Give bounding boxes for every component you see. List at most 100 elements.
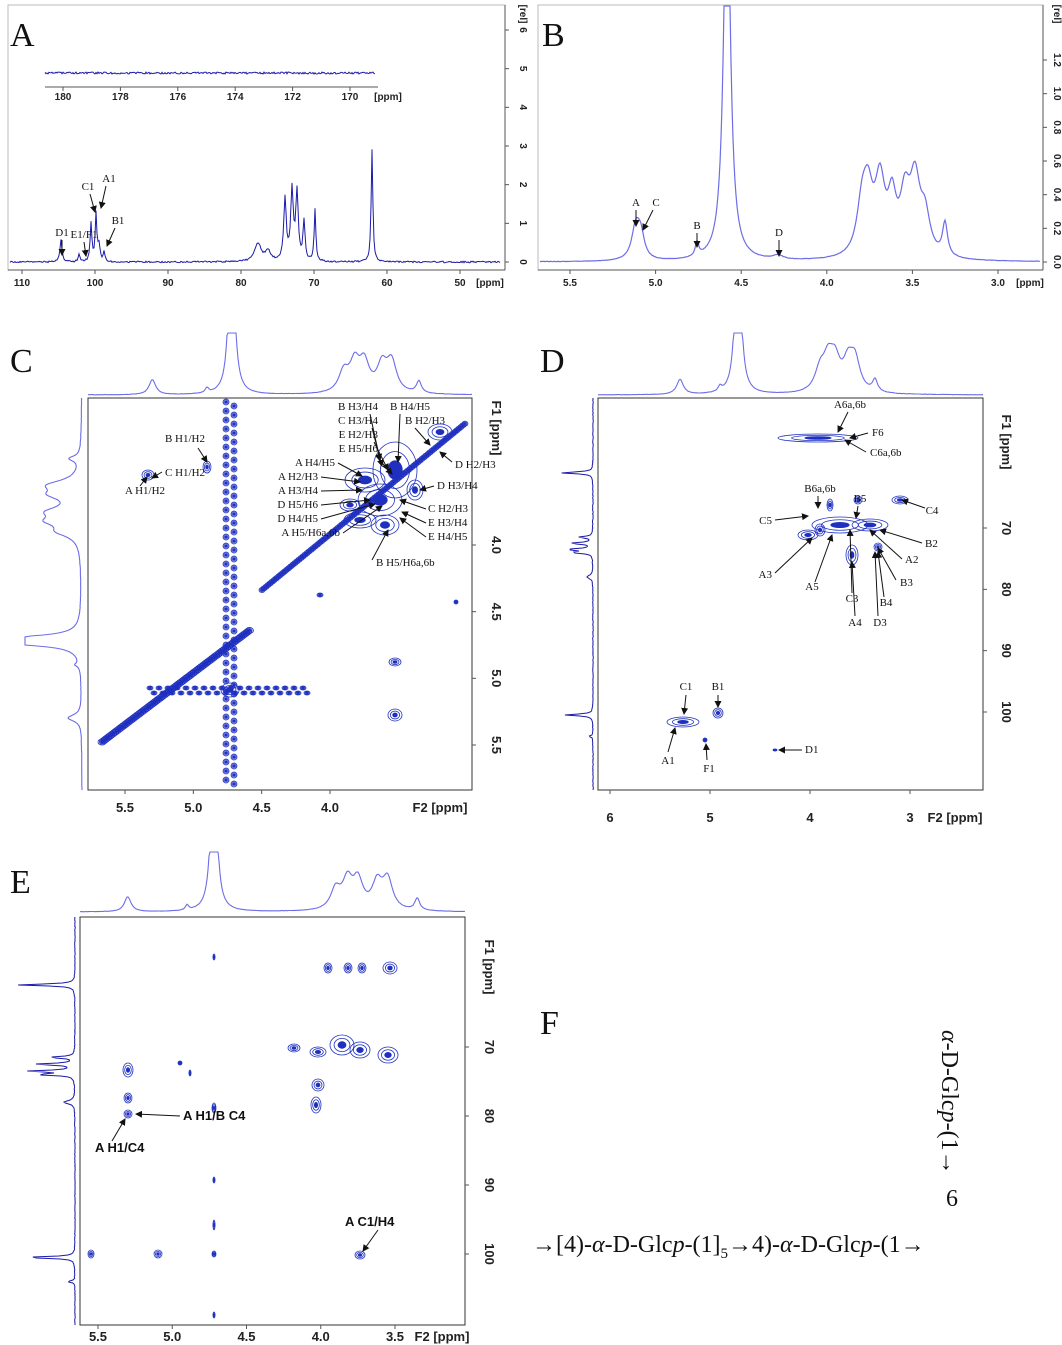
contour xyxy=(323,962,333,974)
contour xyxy=(232,674,236,678)
contour xyxy=(231,718,237,724)
contour xyxy=(223,408,229,414)
contour xyxy=(223,768,229,774)
x-tick-label: 5.0 xyxy=(649,278,663,289)
annotation: D1 xyxy=(55,227,68,239)
contour xyxy=(177,1060,183,1066)
contour xyxy=(222,614,230,622)
contour xyxy=(223,417,229,423)
contour xyxy=(206,691,210,695)
contour xyxy=(238,686,242,690)
contour xyxy=(231,538,237,544)
annotation: C H2/H3 xyxy=(428,503,469,515)
annotation: D3 xyxy=(873,617,887,629)
annotation: B3 xyxy=(900,577,913,589)
contour xyxy=(232,593,236,597)
annotation-arrow xyxy=(419,484,435,492)
annotation-arrow xyxy=(375,455,393,475)
contour xyxy=(260,691,264,695)
contour xyxy=(712,707,724,719)
contour xyxy=(222,704,230,712)
contour xyxy=(703,738,707,742)
contour xyxy=(223,579,229,585)
contour xyxy=(224,535,228,539)
annotation-arrow xyxy=(98,185,107,209)
annotation: A3 xyxy=(759,569,773,581)
contour xyxy=(222,587,230,595)
contour xyxy=(230,474,238,482)
contour xyxy=(666,716,700,728)
contour xyxy=(230,744,238,752)
contour xyxy=(205,464,209,470)
contour xyxy=(272,685,280,691)
annotation: A H4/H5 xyxy=(295,457,336,469)
panel-label: A xyxy=(10,17,35,54)
contour xyxy=(232,575,236,579)
spectrum xyxy=(597,332,984,396)
contour xyxy=(230,411,238,419)
contour xyxy=(267,690,275,696)
contour xyxy=(231,520,237,526)
contour xyxy=(123,1092,133,1104)
contour xyxy=(126,1095,130,1101)
contour xyxy=(231,619,237,625)
contour xyxy=(231,655,237,661)
contour xyxy=(230,672,238,680)
contour xyxy=(863,522,877,528)
contour xyxy=(354,516,366,524)
axis-unit: [rel] xyxy=(1051,5,1062,24)
contour xyxy=(230,528,238,536)
contour xyxy=(223,633,229,639)
contour xyxy=(826,498,834,512)
contour xyxy=(854,496,862,504)
annotation: C H1/H2 xyxy=(165,467,205,479)
contour xyxy=(222,434,230,442)
contour xyxy=(281,685,289,691)
contour xyxy=(287,1043,301,1053)
y-tick-label: 1.2 xyxy=(1051,53,1062,67)
contour xyxy=(299,685,307,691)
contour xyxy=(146,685,154,691)
contour xyxy=(309,1046,327,1058)
contour xyxy=(223,561,229,567)
y-tick-label: 0.4 xyxy=(1051,188,1062,202)
y-tick-label: 4 xyxy=(517,105,528,111)
contour xyxy=(258,690,266,696)
contour xyxy=(222,776,230,784)
contour xyxy=(223,534,229,540)
contour xyxy=(816,525,824,535)
contour xyxy=(232,656,236,660)
contour xyxy=(232,548,236,552)
x-tick-label: 4.5 xyxy=(253,800,271,815)
contour xyxy=(231,601,237,607)
spectrum xyxy=(9,149,501,264)
contour xyxy=(224,472,228,476)
contour xyxy=(324,964,332,972)
contour xyxy=(232,440,236,444)
contour xyxy=(211,1102,217,1114)
annotation-arrow xyxy=(111,1118,126,1142)
contour xyxy=(222,407,230,415)
y-tick-label: 70 xyxy=(482,1040,497,1054)
structure-part: α xyxy=(780,1232,793,1258)
contour xyxy=(232,701,236,705)
y-tick-label: 5 xyxy=(517,66,528,72)
contour xyxy=(223,660,229,666)
contour xyxy=(211,686,215,690)
structure-part: -(1] xyxy=(685,1232,721,1258)
panel-label: E xyxy=(10,864,31,901)
contour xyxy=(231,574,237,580)
contour xyxy=(201,686,207,690)
contour xyxy=(285,690,293,696)
x-tick-label: 80 xyxy=(235,278,247,289)
contour xyxy=(231,772,237,778)
contour xyxy=(224,400,228,404)
contour xyxy=(231,484,237,490)
axis-unit: F1 [ppm] xyxy=(482,940,497,995)
contour xyxy=(232,691,238,695)
contour xyxy=(231,457,237,463)
contour xyxy=(268,691,274,695)
contour xyxy=(215,691,219,695)
contour xyxy=(222,569,230,577)
contour xyxy=(876,545,880,549)
